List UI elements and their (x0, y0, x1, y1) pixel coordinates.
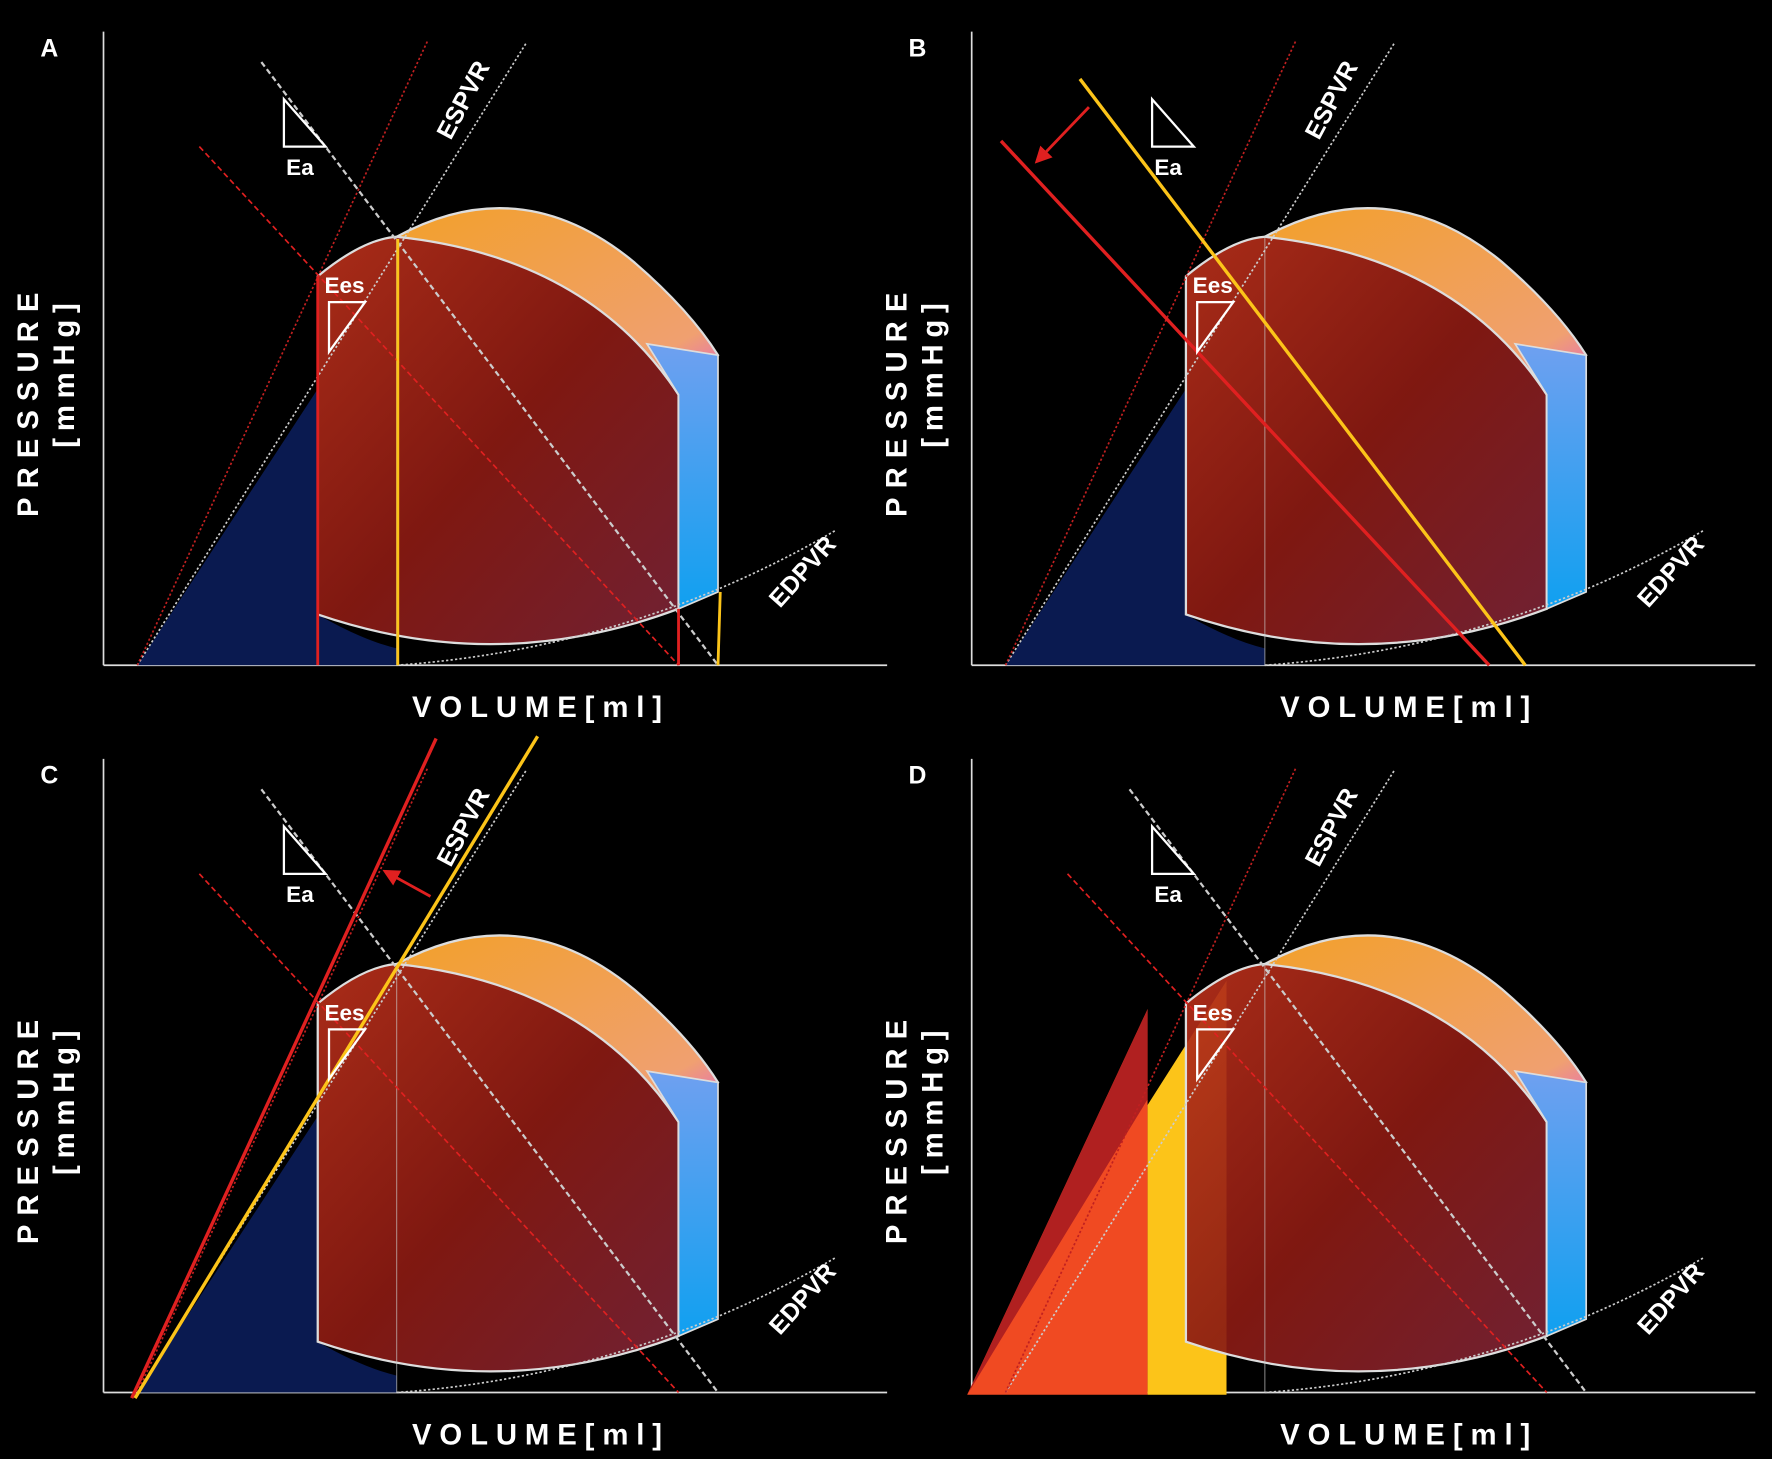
espvr-line (1004, 769, 1396, 1393)
espvr-label: ESPVR (1300, 57, 1363, 144)
panel-label: D (909, 763, 927, 790)
y-axis-unit: [mmHg] (48, 296, 81, 447)
loop-side (1513, 1070, 1588, 1338)
shift-arrow (382, 869, 432, 898)
panel-label: A (40, 35, 58, 62)
ea-triangle (282, 96, 329, 148)
x-axis-title: VOLUME[ml] (1280, 1418, 1538, 1451)
shift-arrow (1034, 106, 1090, 164)
edpvr-label: EDPVR (764, 531, 841, 613)
espvr-line-old (130, 737, 438, 1399)
ea-label: Ea (286, 155, 314, 180)
ees-label: Ees (324, 273, 364, 298)
ea-ref-line (1066, 873, 1548, 1394)
espvr-label: ESPVR (1300, 784, 1363, 871)
edpvr-label: EDPVR (1633, 1258, 1710, 1340)
ea-ref-line (198, 873, 680, 1394)
panel-label: B (909, 35, 927, 62)
y-axis-title: PRESSURE (880, 284, 913, 517)
ea-line-new (1078, 77, 1527, 667)
edpvr-line (1264, 529, 1705, 667)
edpvr-line (396, 529, 837, 667)
ea-label: Ea (286, 882, 314, 907)
loop-side (1513, 342, 1588, 611)
panel: A Ea Ees ESPVR EDPVR PRESSURE [mmHg] VOLUME[ml] (12, 31, 888, 724)
x-axis-title: VOLUME[ml] (412, 1418, 670, 1451)
ea-triangle (282, 823, 329, 875)
ea-ref-line (198, 146, 680, 666)
y-axis-unit: [mmHg] (916, 296, 949, 447)
ea-triangle (1150, 823, 1197, 875)
ees-triangle (1196, 1028, 1236, 1083)
ea-label: Ea (1154, 155, 1182, 180)
espvr-line (136, 42, 528, 666)
y-axis-title: PRESSURE (12, 284, 45, 517)
edpvr-label: EDPVR (764, 1258, 841, 1340)
y-axis-title: PRESSURE (12, 1011, 45, 1244)
espvr-label: ESPVR (432, 57, 495, 144)
ees-label: Ees (1193, 1000, 1233, 1025)
ea-label: Ea (1154, 882, 1182, 907)
ees-triangle (1196, 301, 1236, 356)
stroke-work-fill (967, 1009, 1148, 1395)
ees-label: Ees (1193, 273, 1233, 298)
ees-label: Ees (324, 1000, 364, 1025)
y-axis-unit: [mmHg] (916, 1024, 949, 1175)
edpvr-line (396, 1256, 837, 1394)
ees-triangle (327, 1028, 368, 1083)
edv-line-new (716, 591, 722, 666)
panel: B Ea Ees ESPVR EDPVR PRESSURE [mmHg] VOLUME[ml] (880, 31, 1756, 724)
panel: D Ea Ees ESPVR EDPVR PRESSURE [mmHg] VOLUME[ml] (880, 758, 1756, 1451)
panel-label: C (40, 763, 58, 790)
y-axis-title: PRESSURE (880, 1011, 913, 1244)
pe-area (1005, 388, 1265, 666)
x-axis-title: VOLUME[ml] (1280, 691, 1538, 724)
pe-area (137, 388, 397, 666)
ees-triangle (327, 301, 368, 356)
y-axis-unit: [mmHg] (48, 1024, 81, 1175)
x-axis-title: VOLUME[ml] (412, 691, 670, 724)
ea-triangle (1150, 96, 1197, 148)
loop-side (645, 1070, 719, 1338)
edpvr-label: EDPVR (1633, 531, 1710, 613)
loop-side (645, 342, 719, 611)
edpvr-line (1264, 1256, 1705, 1394)
pe-area (137, 1116, 397, 1393)
ea-line-old (999, 139, 1491, 667)
